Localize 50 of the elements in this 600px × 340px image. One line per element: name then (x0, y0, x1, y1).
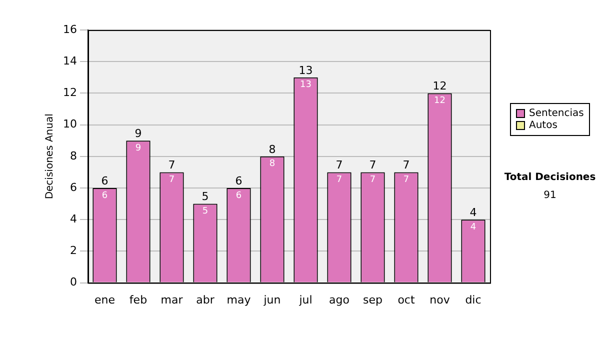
total-label: 12 (432, 80, 447, 93)
data-label: 7 (168, 175, 175, 186)
y-tick-label: 6 (70, 180, 77, 194)
x-tick-label: nov (430, 293, 450, 306)
y-tick-label: 16 (62, 22, 77, 36)
x-tick-label: jun (262, 293, 281, 306)
total-label: 5 (202, 190, 209, 204)
y-tick-label: 2 (70, 244, 77, 258)
data-label: 7 (370, 175, 376, 186)
x-tick-label: mar (160, 293, 184, 306)
x-tick-label: abr (196, 293, 215, 306)
data-label: 6 (236, 190, 242, 201)
x-tick-label: dic (465, 293, 482, 306)
y-tick-label: 0 (70, 276, 77, 289)
data-label: 4 (470, 222, 476, 232)
data-label: 6 (102, 190, 108, 201)
legend-label: Autos (528, 120, 558, 131)
total-label: 13 (298, 64, 313, 77)
total-label: 6 (235, 174, 242, 188)
data-label: 5 (202, 206, 208, 217)
x-tick-label: ago (329, 293, 350, 306)
y-axis-title: Decisiones Anual (44, 114, 56, 200)
x-tick-label: oct (398, 293, 416, 306)
total-label: 8 (268, 142, 276, 156)
x-tick-label: jul (298, 293, 312, 306)
x-tick-label: may (226, 293, 252, 306)
total-label: 4 (470, 206, 477, 219)
y-tick-label: 14 (62, 54, 77, 68)
y-tick-label: 12 (62, 86, 77, 100)
x-tick-label: sep (363, 293, 383, 306)
x-tick-label: ene (94, 293, 116, 306)
total-label: 6 (101, 174, 108, 188)
y-tick-label: 4 (70, 212, 77, 226)
data-label: 7 (403, 175, 410, 186)
total-label: 7 (336, 158, 343, 172)
y-tick-label: 8 (70, 149, 77, 162)
total-label: 7 (402, 158, 410, 172)
x-tick-label: feb (129, 293, 148, 306)
y-tick-label: 10 (62, 118, 77, 131)
legend-label: Sentencias (528, 108, 584, 119)
data-label: 7 (336, 175, 342, 186)
data-label: 12 (434, 96, 446, 106)
data-label: 8 (269, 159, 276, 170)
text: 91 (542, 190, 558, 201)
total-label: 7 (369, 158, 376, 172)
text: Total Decisiones (503, 172, 597, 183)
total-label: 7 (168, 158, 176, 172)
data-label: 9 (135, 143, 142, 154)
total-label: 9 (134, 126, 142, 140)
data-label: 13 (300, 80, 312, 90)
